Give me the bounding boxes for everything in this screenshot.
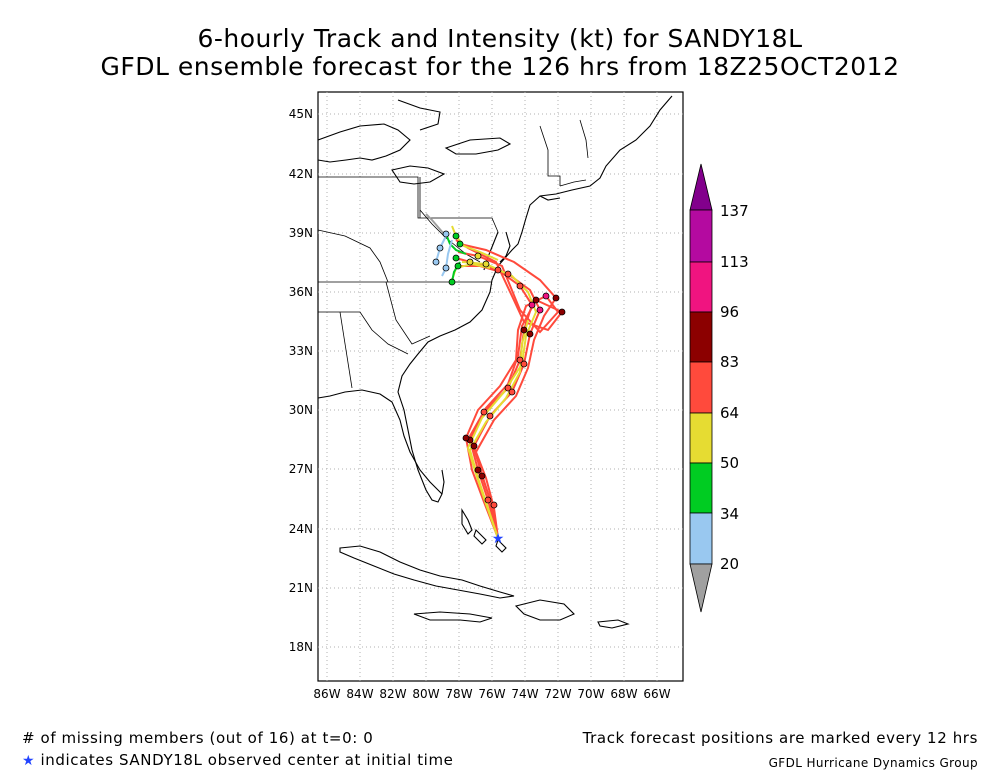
lon-label: 84W xyxy=(346,687,373,701)
lat-label: 27N xyxy=(289,462,313,476)
lon-label: 68W xyxy=(610,687,637,701)
marker-interval-note: Track forecast positions are marked ever… xyxy=(582,729,978,747)
colorbar-label: 50 xyxy=(720,454,739,472)
lat-label: 33N xyxy=(289,344,313,358)
observed-center-star-icon: ★ xyxy=(492,531,505,547)
lon-label: 66W xyxy=(643,687,670,701)
star-icon: ★ xyxy=(22,753,36,769)
colorbar-label: 113 xyxy=(720,253,749,271)
missing-members-note: # of missing members (out of 16) at t=0:… xyxy=(22,729,374,747)
lon-label: 72W xyxy=(544,687,571,701)
lat-label: 45N xyxy=(289,107,313,121)
lon-label: 76W xyxy=(478,687,505,701)
forecast-position-markers xyxy=(432,230,566,509)
initial-center-note: ★ indicates SANDY18L observed center at … xyxy=(22,751,454,769)
credit-note: GFDL Hurricane Dynamics Group xyxy=(768,756,978,770)
state-borders xyxy=(317,119,589,389)
lat-label: 21N xyxy=(289,581,313,595)
colorbar-label: 83 xyxy=(720,353,739,371)
colorbar-label: 137 xyxy=(720,202,749,220)
colorbar-band xyxy=(689,209,713,263)
colorbar-label: 34 xyxy=(720,505,739,523)
lat-label: 39N xyxy=(289,226,313,240)
colorbar-band xyxy=(689,412,713,464)
lon-label: 86W xyxy=(313,687,340,701)
figure-title-line-2: GFDL ensemble forecast for the 126 hrs f… xyxy=(100,52,900,81)
lon-label: 74W xyxy=(511,687,538,701)
colorbar-label: 20 xyxy=(720,555,739,573)
lat-label: 18N xyxy=(289,640,313,654)
initial-center-text: indicates SANDY18L observed center at in… xyxy=(40,751,454,769)
lon-label: 80W xyxy=(412,687,439,701)
lon-label: 70W xyxy=(577,687,604,701)
colorbar-band xyxy=(689,361,713,414)
intensity-colorbar xyxy=(689,163,713,613)
graticule xyxy=(318,92,683,681)
colorbar-label: 96 xyxy=(720,303,739,321)
figure-title-line-1: 6-hourly Track and Intensity (kt) for SA… xyxy=(197,24,803,53)
lat-label: 30N xyxy=(289,403,313,417)
lat-label: 24N xyxy=(289,522,313,536)
coastlines xyxy=(317,95,673,629)
latitude-labels: 45N 42N 39N 36N 33N 30N 27N 24N 21N 18N xyxy=(289,107,313,654)
colorbar-labels: 137 113 96 83 64 50 34 20 xyxy=(720,202,749,573)
colorbar-label: 64 xyxy=(720,404,739,422)
colorbar-band xyxy=(689,462,713,514)
longitude-labels: 86W 84W 82W 80W 78W 76W 74W 72W 70W 68W … xyxy=(313,687,670,701)
colorbar-cap-bottom xyxy=(689,563,713,613)
lat-label: 36N xyxy=(289,285,313,299)
lon-label: 82W xyxy=(379,687,406,701)
colorbar-cap-top xyxy=(689,163,713,211)
lat-label: 42N xyxy=(289,167,313,181)
colorbar-band xyxy=(689,311,713,363)
colorbar-band xyxy=(689,512,713,565)
colorbar-band xyxy=(689,261,713,313)
lon-label: 78W xyxy=(445,687,472,701)
